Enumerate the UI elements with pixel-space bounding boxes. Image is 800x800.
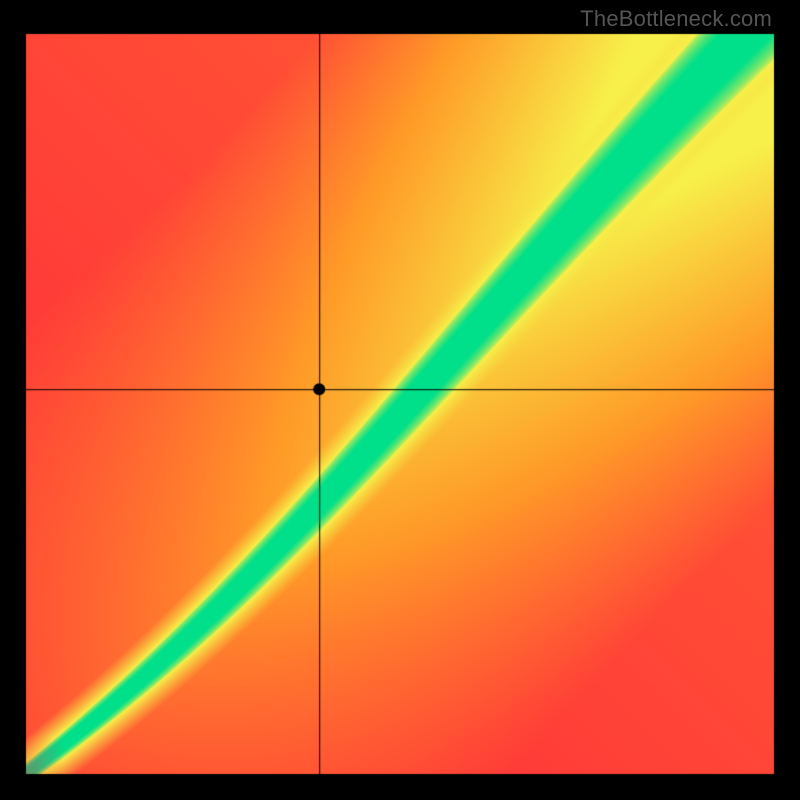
watermark-label: TheBottleneck.com [580,6,772,32]
chart-container: TheBottleneck.com [0,0,800,800]
bottleneck-heatmap-canvas [0,0,800,800]
